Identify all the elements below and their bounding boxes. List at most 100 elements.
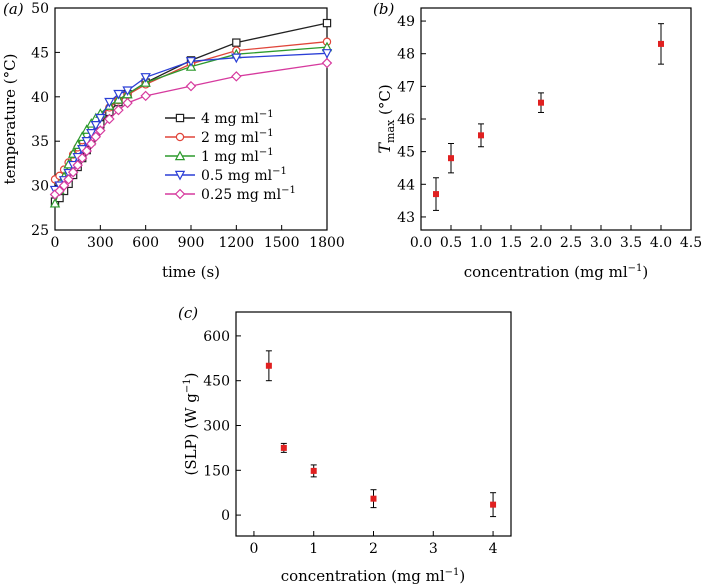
legend-marker-1	[175, 132, 185, 142]
panel-c-label: (c)	[178, 304, 198, 322]
chart-c-ytick-label: 450	[203, 374, 230, 390]
chart-a-series-4-point	[104, 113, 115, 125]
chart-a-ytick-label: 35	[31, 134, 49, 150]
chart-b-xtick-label: 1.0	[470, 235, 492, 251]
chart-a-series-4-point	[90, 131, 102, 143]
chart-b-xtick-label: 3.0	[590, 235, 612, 251]
chart-a-series-3-point	[140, 73, 151, 83]
chart-b-ytick-label: 43	[397, 210, 415, 226]
chart-a-xtick-label: 1800	[309, 235, 345, 251]
chart-a-series-4-point	[321, 57, 333, 69]
chart-a: (a) 0 300 600 900 1200 1500 1800 253035404550 …	[1, 0, 345, 281]
chart-a-series-2-point	[49, 197, 61, 208]
chart-a-xtick-label: 900	[178, 235, 205, 251]
chart-b-xlabel: concentration (mg ml−1)	[464, 263, 649, 281]
chart-b-point	[538, 99, 544, 106]
chart-b-frame	[420, 7, 692, 231]
chart-b-point	[658, 40, 664, 47]
chart-a-xtick-label: 600	[132, 235, 159, 251]
chart-a-series-4-point	[67, 167, 79, 178]
legend-marker-0	[175, 113, 185, 123]
chart-c-xlabel: concentration (mg ml−1)	[281, 567, 466, 585]
panel-a-label: (a)	[3, 0, 24, 18]
chart-a-series-4-point	[72, 159, 83, 171]
legend-label-0: 4 mg ml−1	[201, 109, 274, 127]
chart-a-ytick-label: 50	[31, 1, 49, 17]
chart-a-xtick-label: 0	[51, 235, 60, 251]
chart-c-ytick-label: 600	[203, 329, 230, 345]
chart-a-series-4-point	[140, 90, 151, 102]
chart-a-series-4-point	[54, 185, 65, 197]
chart-c-point	[490, 501, 497, 508]
chart-b-point	[448, 155, 454, 162]
legend-label-1: 2 mg ml−1	[201, 128, 274, 146]
chart-b-point	[433, 191, 439, 198]
legend-marker-3	[174, 170, 186, 181]
chart-b-xtick-label: 4.5	[680, 235, 702, 251]
chart-a-series-4-point	[122, 97, 133, 109]
legend-label-4: 0.25 mg ml−1	[201, 185, 296, 203]
chart-a-ytick-label: 45	[31, 45, 49, 61]
chart-a-series-3-point	[86, 129, 97, 139]
chart-b-ytick-label: 45	[397, 145, 415, 161]
chart-a-series-3-point	[95, 113, 106, 124]
legend-label-3: 0.5 mg ml−1	[201, 166, 287, 184]
chart-a-series-4-point	[185, 80, 197, 92]
chart-c-xtick-label: 3	[429, 541, 438, 557]
chart-a-series-4-point	[95, 125, 106, 136]
chart-c-xtick-label: 4	[489, 541, 498, 557]
chart-b-ytick-label: 49	[397, 14, 415, 30]
chart-b-ylabel: Tmax (°C)	[375, 84, 397, 153]
chart-a-series-4-point	[76, 152, 88, 164]
chart-a-xtick-label: 1200	[219, 235, 255, 251]
chart-a-series-3-point	[185, 57, 197, 67]
panel-b-label: (b)	[373, 0, 394, 18]
chart-c-ylabel: (SLP) (W g−1)	[182, 372, 200, 475]
chart-b-xtick-label: 0.0	[410, 235, 432, 251]
legend-label-2: 1 mg ml−1	[201, 147, 274, 165]
chart-a-ylabel: temperature (°C)	[1, 54, 19, 185]
chart-b-xtick-label: 1.5	[500, 235, 522, 251]
legend-marker-4	[174, 188, 186, 200]
chart-a-ytick-label: 40	[31, 90, 49, 106]
legend-marker-2	[174, 150, 186, 161]
chart-a-series-4-point	[86, 138, 97, 150]
chart-c-xtick-label: 2	[369, 541, 378, 557]
chart-a-series-3-point	[122, 86, 133, 97]
chart-b-xtick-label: 0.5	[440, 235, 462, 251]
chart-c-point	[310, 467, 317, 474]
chart-a-series-3-point	[90, 121, 102, 131]
chart-a-series-4-point	[231, 71, 242, 82]
chart-a-xtick-label: 300	[87, 235, 114, 251]
chart-b-xtick-label: 2.0	[530, 235, 552, 251]
chart-a-series-4-point	[63, 174, 74, 185]
chart-a-series-0-point	[322, 18, 332, 28]
chart-c-ytick-label: 300	[203, 418, 230, 434]
chart-a-series-4-point	[81, 145, 92, 157]
chart-c: (c) 0 1 2 3 4 0 150 300 450 600 concentration (m…	[178, 304, 512, 585]
chart-b-xtick-label: 3.5	[620, 235, 642, 251]
chart-b-ytick-label: 44	[397, 177, 415, 193]
chart-c-xtick-label: 1	[309, 541, 318, 557]
chart-a-legend: 4 mg ml−12 mg ml−11 mg ml−10.5 mg ml−10.…	[165, 109, 296, 203]
chart-a-series-0-point	[232, 38, 241, 47]
chart-a-series-4-point	[113, 104, 124, 116]
chart-a-series-3-point	[104, 97, 115, 108]
chart-b-ytick-label: 47	[397, 79, 415, 95]
chart-b-xtick-label: 2.5	[560, 235, 582, 251]
chart-c-ytick-label: 150	[203, 463, 230, 479]
chart-c-point	[280, 444, 287, 451]
chart-b: (b) 0.0 0.5 1.0 1.5 2.0 2.5 3.0 3.5 4.0 4.5 43 44 4…	[373, 0, 702, 281]
chart-a-ytick-label: 25	[31, 223, 49, 239]
chart-a-series-3-point	[321, 49, 333, 59]
chart-c-point	[370, 495, 377, 502]
chart-a-xtick-label: 1500	[264, 235, 300, 251]
chart-c-point	[265, 362, 272, 369]
chart-b-ytick-label: 46	[397, 112, 415, 128]
chart-a-series-3-point	[231, 53, 242, 64]
chart-b-point	[478, 132, 484, 139]
chart-b-xtick-label: 4.0	[650, 235, 672, 251]
chart-a-series-4-point	[58, 180, 70, 191]
chart-b-ytick-label: 48	[397, 47, 415, 63]
